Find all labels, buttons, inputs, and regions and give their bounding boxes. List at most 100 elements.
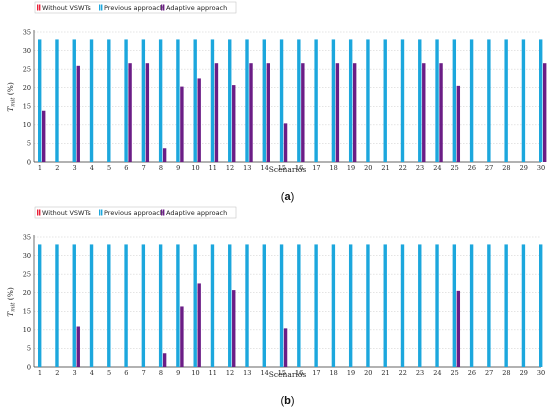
bar-adaptive-approach-10	[197, 78, 201, 162]
caption-part: )	[291, 191, 295, 203]
bar-previous-approach-27	[487, 39, 491, 162]
bar-adaptive-approach-14	[266, 63, 270, 163]
bar-adaptive-approach-23	[422, 63, 426, 163]
bar-previous-approach-24	[435, 39, 439, 162]
bar-adaptive-approach-8	[162, 148, 167, 162]
x-tick-label: 27	[485, 164, 493, 172]
legend-swatch	[163, 4, 165, 11]
legend-swatch	[99, 209, 101, 216]
y-tick-label: 25	[23, 270, 31, 278]
legend-box	[34, 206, 237, 219]
bar-adaptive-approach-25	[456, 290, 461, 367]
bar-previous-approach-27	[487, 244, 491, 367]
y-axis-label: Tmit (%)	[6, 82, 17, 112]
caption-part: )	[291, 395, 295, 407]
x-tick-label: 24	[433, 369, 441, 377]
y-tick-label: 15	[23, 103, 31, 111]
x-tick-label: 9	[176, 164, 180, 172]
x-tick-label: 18	[330, 369, 338, 377]
bar-previous-approach-22	[400, 244, 405, 367]
panel-caption: (b)	[280, 395, 294, 407]
y-axis-label-unit: (%)	[6, 287, 15, 302]
x-tick-label: 21	[381, 369, 389, 377]
bar-adaptive-approach-15	[283, 328, 288, 367]
x-tick-label: 7	[142, 164, 146, 172]
y-tick-label: 15	[23, 308, 31, 316]
legend-box	[34, 1, 237, 14]
y-tick-label: 0	[27, 158, 31, 166]
y-tick-label: 5	[27, 140, 31, 148]
bar-previous-approach-12	[228, 244, 232, 367]
legend-swatch	[99, 4, 101, 11]
x-tick-label: 10	[191, 369, 199, 377]
bar-previous-approach-11	[210, 244, 215, 367]
bar-previous-approach-12	[228, 39, 232, 162]
bar-adaptive-approach-30	[543, 63, 547, 163]
x-axis-label: Scenarios	[269, 370, 307, 379]
x-tick-label: 22	[399, 369, 407, 377]
bar-previous-approach-6	[124, 244, 128, 367]
bar-previous-approach-9	[176, 244, 180, 367]
bar-adaptive-approach-13	[249, 63, 253, 163]
bar-previous-approach-8	[158, 244, 163, 367]
bar-previous-approach-5	[107, 244, 111, 367]
legend-label: Previous approach	[104, 4, 164, 12]
legend-swatch	[101, 209, 103, 216]
legend-swatch	[37, 209, 39, 216]
bar-previous-approach-16	[297, 244, 301, 367]
bar-previous-approach-17	[314, 244, 318, 367]
x-tick-label: 4	[90, 369, 94, 377]
y-tick-label: 25	[23, 65, 31, 73]
y-tick-label: 30	[23, 47, 31, 55]
bar-previous-approach-2	[55, 244, 59, 367]
bar-previous-approach-23	[418, 39, 422, 162]
bar-previous-approach-28	[504, 244, 508, 367]
bar-previous-approach-19	[348, 39, 353, 162]
x-tick-label: 26	[468, 369, 476, 377]
bar-previous-approach-29	[521, 244, 526, 367]
bar-adaptive-approach-12	[232, 290, 236, 367]
legend-swatch	[101, 4, 103, 11]
x-tick-label: 25	[450, 369, 458, 377]
x-tick-label: 22	[399, 164, 407, 172]
bar-previous-approach-18	[331, 244, 336, 367]
bar-adaptive-approach-7	[145, 63, 150, 163]
caption-part: (	[280, 395, 284, 407]
bar-previous-approach-8	[158, 39, 163, 162]
x-tick-label: 18	[330, 164, 338, 172]
bar-adaptive-approach-3	[76, 326, 80, 367]
x-tick-label: 17	[312, 369, 320, 377]
x-tick-label: 16	[295, 369, 303, 377]
caption-part: b	[284, 395, 291, 407]
y-tick-label: 35	[23, 28, 31, 36]
bar-adaptive-approach-1	[42, 110, 46, 162]
bar-previous-approach-16	[297, 39, 301, 162]
bar-adaptive-approach-18	[335, 63, 340, 163]
bar-previous-approach-7	[141, 244, 146, 367]
x-tick-label: 19	[347, 369, 355, 377]
y-tick-label: 30	[23, 252, 31, 260]
bar-previous-approach-3	[72, 244, 76, 367]
legend-swatch	[161, 4, 163, 11]
bar-adaptive-approach-11	[214, 63, 219, 163]
y-tick-label: 5	[27, 345, 31, 353]
x-tick-label: 30	[537, 164, 545, 172]
x-tick-label: 27	[485, 369, 493, 377]
legend-swatch	[163, 209, 165, 216]
bar-adaptive-approach-24	[439, 63, 443, 163]
y-tick-label: 10	[23, 326, 31, 334]
x-tick-label: 4	[90, 164, 94, 172]
y-axis-label-symbol: T	[6, 106, 15, 112]
x-tick-label: 9	[176, 369, 180, 377]
bar-previous-approach-1	[38, 39, 42, 162]
x-tick-label: 29	[520, 369, 528, 377]
x-tick-label: 20	[364, 164, 372, 172]
caption-part: (	[281, 191, 285, 203]
x-tick-label: 29	[520, 164, 528, 172]
x-tick-label: 24	[433, 164, 441, 172]
x-tick-label: 8	[159, 369, 163, 377]
y-tick-label: 35	[23, 233, 31, 241]
x-tick-label: 2	[55, 369, 59, 377]
